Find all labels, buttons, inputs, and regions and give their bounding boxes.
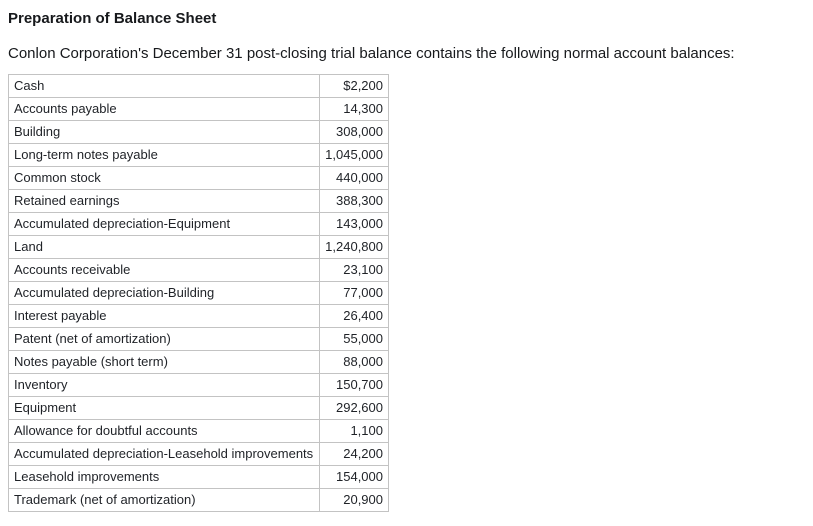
account-amount-cell: 440,000	[319, 165, 389, 190]
account-amount-cell: 1,100	[319, 418, 389, 443]
account-name-cell: Common stock	[8, 165, 320, 190]
trial-balance-table-body: Cash $2,200 Accounts payable 14,300 Buil…	[8, 73, 389, 512]
account-name-cell: Equipment	[8, 395, 320, 420]
table-row: Long-term notes payable 1,045,000	[8, 142, 389, 167]
account-amount-cell: 24,200	[319, 441, 389, 466]
account-amount-cell: 88,000	[319, 349, 389, 374]
table-row: Interest payable 26,400	[8, 303, 389, 328]
account-amount-cell: 23,100	[319, 257, 389, 282]
account-name-cell: Patent (net of amortization)	[8, 326, 320, 351]
table-row: Accumulated depreciation-Building 77,000	[8, 280, 389, 305]
account-amount-cell: 20,900	[319, 487, 389, 512]
account-name-cell: Accounts receivable	[8, 257, 320, 282]
page-title: Preparation of Balance Sheet	[8, 10, 217, 27]
table-row: Accounts payable 14,300	[8, 96, 389, 121]
account-name-cell: Interest payable	[8, 303, 320, 328]
account-amount-cell: 143,000	[319, 211, 389, 236]
account-name-cell: Trademark (net of amortization)	[8, 487, 320, 512]
account-amount-cell: $2,200	[319, 73, 389, 98]
table-row: Building 308,000	[8, 119, 389, 144]
table-row: Equipment 292,600	[8, 395, 389, 420]
table-row: Accumulated depreciation-Leasehold impro…	[8, 441, 389, 466]
table-row: Accounts receivable 23,100	[8, 257, 389, 282]
table-row: Land 1,240,800	[8, 234, 389, 259]
account-amount-cell: 388,300	[319, 188, 389, 213]
account-amount-cell: 55,000	[319, 326, 389, 351]
table-row: Patent (net of amortization) 55,000	[8, 326, 389, 351]
table-row: Cash $2,200	[8, 73, 389, 98]
account-amount-cell: 1,045,000	[319, 142, 389, 167]
trial-balance-table: Cash $2,200 Accounts payable 14,300 Buil…	[8, 73, 389, 512]
intro-text: Conlon Corporation's December 31 post-cl…	[8, 44, 735, 62]
account-name-cell: Notes payable (short term)	[8, 349, 320, 374]
account-amount-cell: 150,700	[319, 372, 389, 397]
table-row: Trademark (net of amortization) 20,900	[8, 487, 389, 512]
account-name-cell: Accounts payable	[8, 96, 320, 121]
account-name-cell: Accumulated depreciation-Leasehold impro…	[8, 441, 320, 466]
account-amount-cell: 292,600	[319, 395, 389, 420]
table-row: Retained earnings 388,300	[8, 188, 389, 213]
account-amount-cell: 14,300	[319, 96, 389, 121]
table-row: Inventory 150,700	[8, 372, 389, 397]
account-name-cell: Inventory	[8, 372, 320, 397]
account-name-cell: Accumulated depreciation-Building	[8, 280, 320, 305]
account-name-cell: Long-term notes payable	[8, 142, 320, 167]
account-name-cell: Leasehold improvements	[8, 464, 320, 489]
account-name-cell: Land	[8, 234, 320, 259]
account-name-cell: Retained earnings	[8, 188, 320, 213]
account-amount-cell: 26,400	[319, 303, 389, 328]
account-amount-cell: 154,000	[319, 464, 389, 489]
account-amount-cell: 308,000	[319, 119, 389, 144]
account-amount-cell: 77,000	[319, 280, 389, 305]
table-row: Common stock 440,000	[8, 165, 389, 190]
account-amount-cell: 1,240,800	[319, 234, 389, 259]
account-name-cell: Accumulated depreciation-Equipment	[8, 211, 320, 236]
account-name-cell: Building	[8, 119, 320, 144]
table-row: Leasehold improvements 154,000	[8, 464, 389, 489]
account-name-cell: Allowance for doubtful accounts	[8, 418, 320, 443]
table-row: Accumulated depreciation-Equipment 143,0…	[8, 211, 389, 236]
table-row: Allowance for doubtful accounts 1,100	[8, 418, 389, 443]
table-row: Notes payable (short term) 88,000	[8, 349, 389, 374]
account-name-cell: Cash	[8, 73, 320, 98]
